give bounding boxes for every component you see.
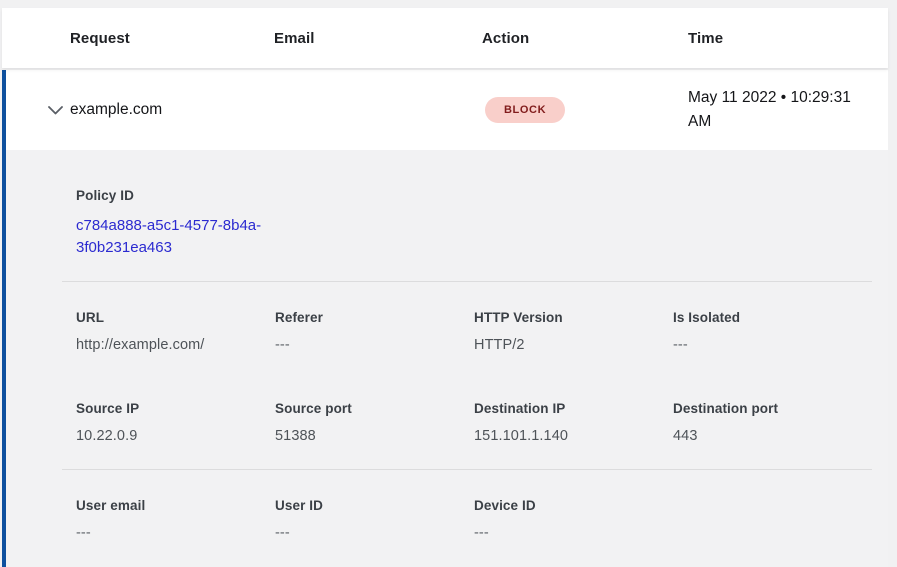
- chevron-down-icon: [47, 105, 63, 114]
- is-isolated-value: ---: [673, 337, 688, 353]
- row-details-panel: Policy ID c784a888-a5c1-4577-8b4a-3f0b23…: [2, 150, 888, 567]
- field-source-ip: Source IP 10.22.0.9: [76, 401, 275, 444]
- device-id-value: ---: [474, 525, 489, 541]
- destination-port-value: 443: [673, 428, 698, 444]
- policy-id-link[interactable]: c784a888-a5c1-4577-8b4a-3f0b231ea463: [76, 217, 262, 256]
- destination-port-label: Destination port: [673, 401, 779, 416]
- referer-label: Referer: [275, 310, 323, 325]
- user-details-row: User email --- User ID --- Device ID ---: [76, 498, 872, 541]
- device-id-label: Device ID: [474, 498, 536, 513]
- field-url: URL http://example.com/: [76, 310, 275, 353]
- field-device-id: Device ID ---: [474, 498, 673, 541]
- user-email-value: ---: [76, 525, 91, 541]
- column-header-action: Action: [482, 29, 530, 47]
- action-block-badge: BLOCK: [485, 97, 566, 123]
- log-table-card: Request Email Action Time example.com BL…: [2, 8, 888, 567]
- policy-id-label: Policy ID: [76, 188, 134, 203]
- http-details-row: URL http://example.com/ Referer --- HTTP…: [76, 310, 872, 353]
- source-ip-value: 10.22.0.9: [76, 428, 138, 444]
- user-id-value: ---: [275, 525, 290, 541]
- divider: [62, 281, 872, 282]
- user-email-label: User email: [76, 498, 146, 513]
- destination-ip-value: 151.101.1.140: [474, 428, 569, 444]
- field-destination-port: Destination port 443: [673, 401, 872, 444]
- field-is-isolated: Is Isolated ---: [673, 310, 872, 353]
- destination-ip-label: Destination IP: [474, 401, 566, 416]
- divider: [62, 469, 872, 470]
- collapse-row-button[interactable]: [44, 99, 66, 121]
- http-version-label: HTTP Version: [474, 310, 563, 325]
- column-header-email: Email: [274, 29, 315, 47]
- http-version-value: HTTP/2: [474, 337, 525, 353]
- user-id-label: User ID: [275, 498, 323, 513]
- referer-value: ---: [275, 337, 290, 353]
- table-row[interactable]: example.com BLOCK May 11 2022 • 10:29:31…: [2, 70, 888, 150]
- request-cell: example.com: [70, 101, 163, 118]
- field-source-port: Source port 51388: [275, 401, 474, 444]
- field-referer: Referer ---: [275, 310, 474, 353]
- field-destination-ip: Destination IP 151.101.1.140: [474, 401, 673, 444]
- source-port-value: 51388: [275, 428, 316, 444]
- field-user-email: User email ---: [76, 498, 275, 541]
- field-user-id: User ID ---: [275, 498, 474, 541]
- policy-section: Policy ID c784a888-a5c1-4577-8b4a-3f0b23…: [76, 150, 872, 259]
- column-header-request: Request: [70, 29, 130, 47]
- field-http-version: HTTP Version HTTP/2: [474, 310, 673, 353]
- source-ip-label: Source IP: [76, 401, 140, 416]
- url-label: URL: [76, 310, 105, 325]
- time-cell: May 11 2022 • 10:29:31 AM: [688, 89, 851, 130]
- table-header-row: Request Email Action Time: [2, 8, 888, 68]
- network-details-row: Source IP 10.22.0.9 Source port 51388 De…: [76, 401, 872, 444]
- column-header-time: Time: [688, 29, 724, 47]
- is-isolated-label: Is Isolated: [673, 310, 741, 325]
- source-port-label: Source port: [275, 401, 352, 416]
- url-value: http://example.com/: [76, 337, 205, 353]
